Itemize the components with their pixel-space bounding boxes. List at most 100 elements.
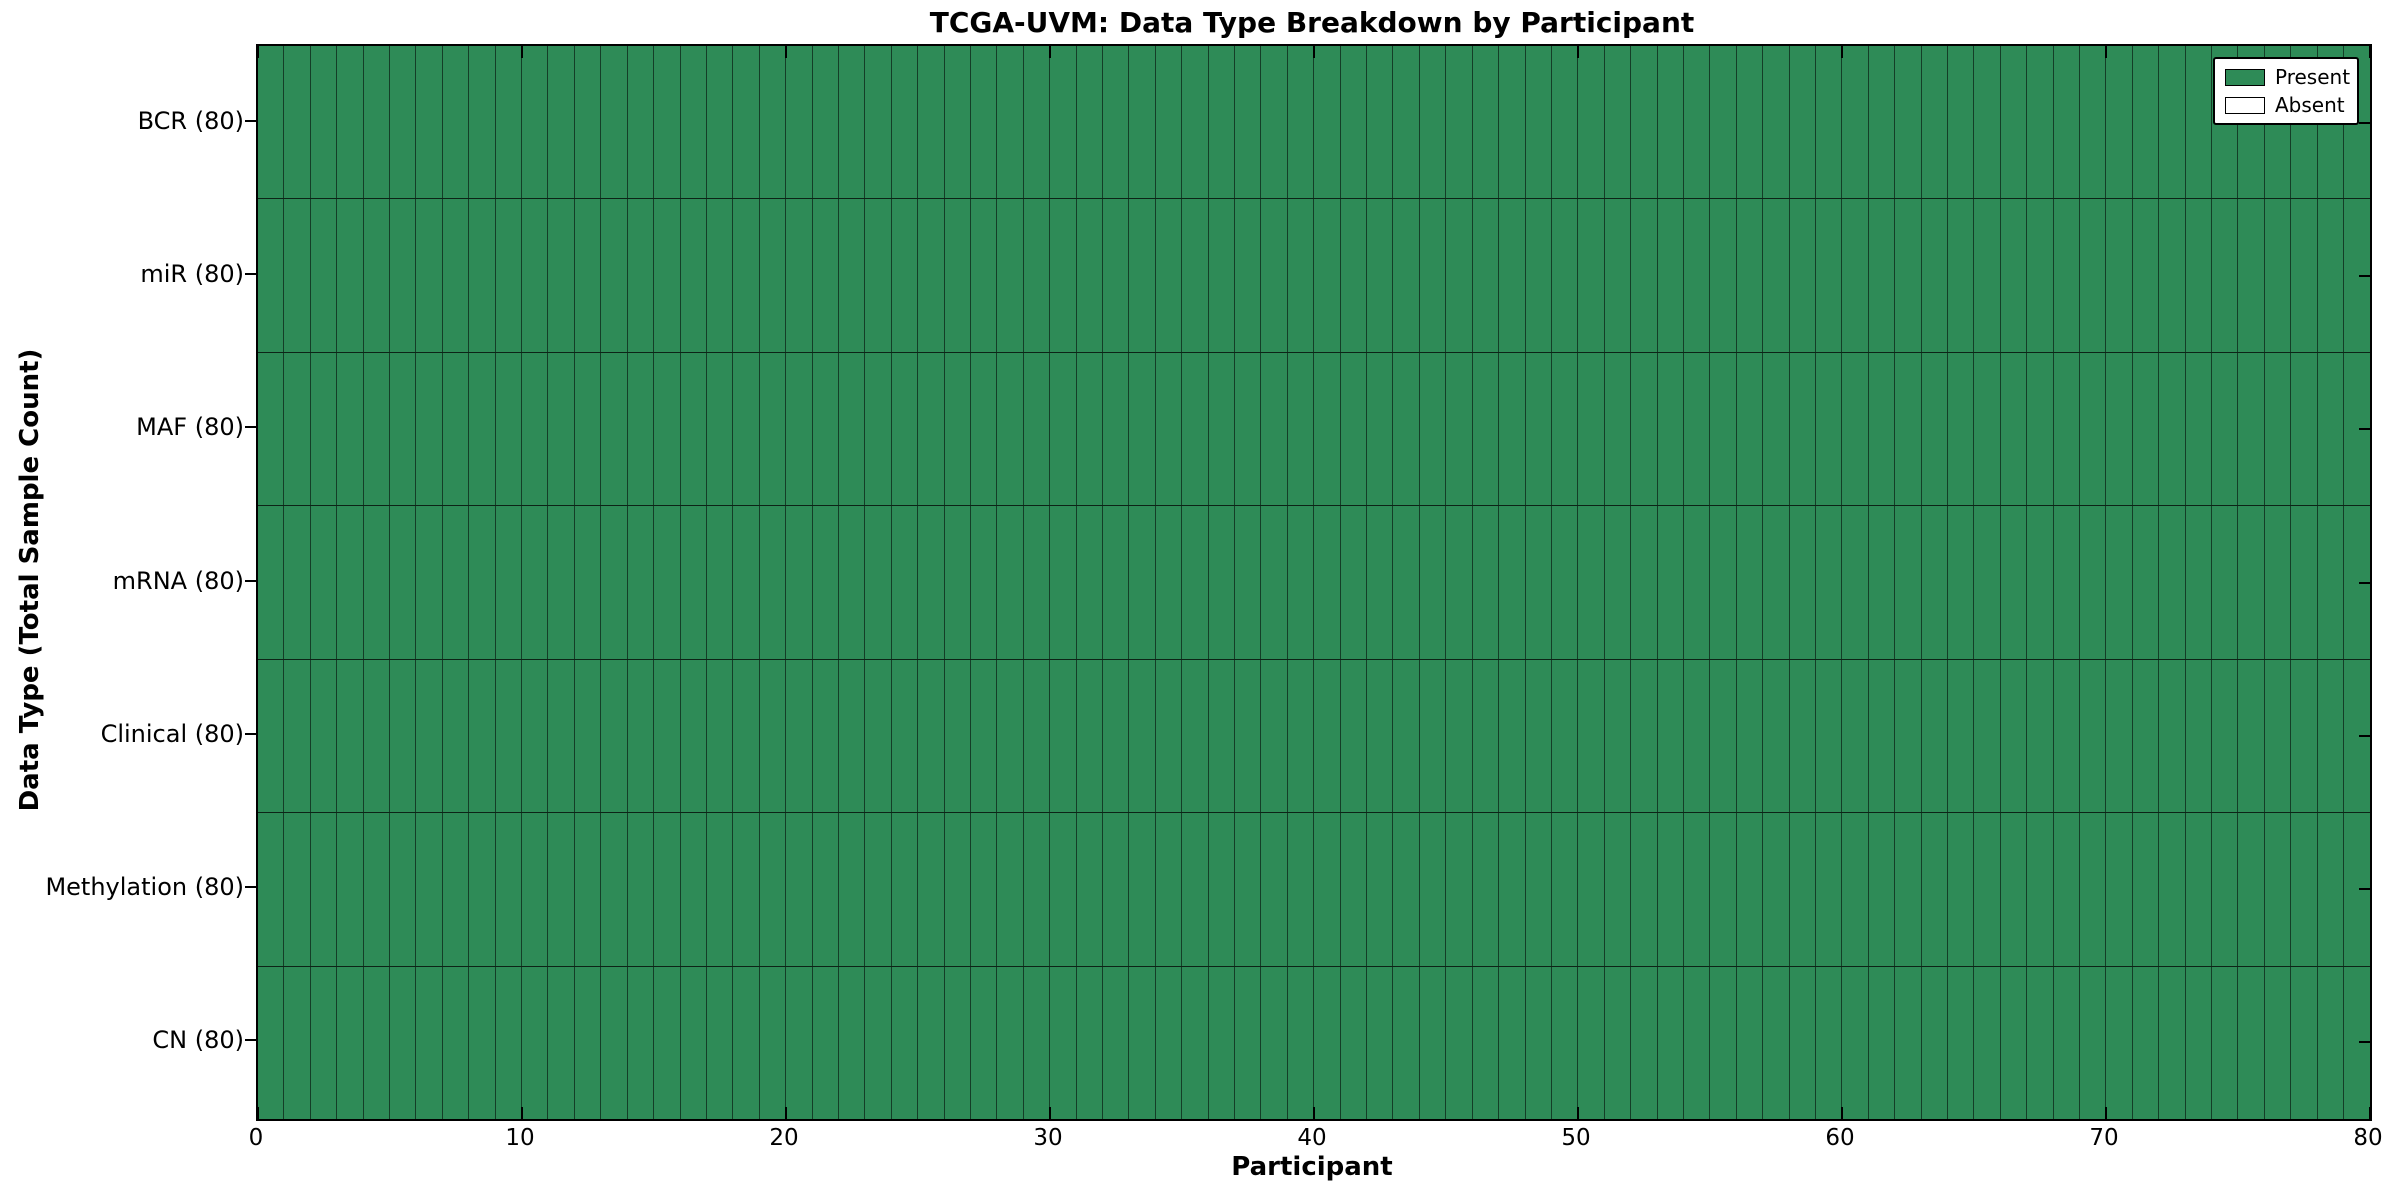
heatmap-cell bbox=[2291, 966, 2318, 1119]
heatmap-cell bbox=[1155, 506, 1183, 659]
heatmap-cell bbox=[1604, 506, 1632, 659]
heatmap-cell bbox=[2000, 199, 2028, 352]
heatmap-cell bbox=[1182, 659, 1209, 813]
heatmap-cell bbox=[1868, 813, 1896, 966]
heatmap-cell bbox=[1683, 46, 1711, 199]
heatmap-cell bbox=[1763, 199, 1790, 352]
heatmap-cell bbox=[1683, 199, 1711, 352]
heatmap-cell bbox=[1261, 199, 1288, 352]
heatmap-row bbox=[258, 813, 2370, 967]
heatmap-cell bbox=[1974, 659, 2001, 813]
heatmap-cell bbox=[1155, 659, 1183, 813]
x-tick-mark bbox=[785, 46, 787, 58]
heatmap-cell bbox=[442, 659, 470, 813]
heatmap-cell bbox=[390, 813, 417, 966]
heatmap-cell bbox=[284, 199, 311, 352]
heatmap-cell bbox=[1657, 966, 1684, 1119]
heatmap-cell bbox=[891, 659, 919, 813]
heatmap-cell bbox=[1182, 199, 1209, 352]
heatmap-cell bbox=[1525, 506, 1552, 659]
heatmap-cell bbox=[2132, 659, 2160, 813]
heatmap-cell bbox=[1103, 199, 1130, 352]
heatmap-cell bbox=[2080, 659, 2107, 813]
heatmap-cell bbox=[495, 813, 523, 966]
heatmap-cell bbox=[970, 813, 998, 966]
heatmap-cell bbox=[2132, 46, 2160, 199]
heatmap-cell bbox=[574, 659, 602, 813]
heatmap-cell bbox=[2291, 199, 2318, 352]
heatmap-cell bbox=[786, 813, 813, 966]
heatmap-cell bbox=[865, 966, 892, 1119]
x-tick-label: 70 bbox=[2089, 1125, 2119, 1151]
heatmap-cell bbox=[891, 966, 919, 1119]
heatmap-cell bbox=[2317, 659, 2345, 813]
y-tick-mark bbox=[2359, 1041, 2370, 1044]
heatmap-cell bbox=[1103, 966, 1130, 1119]
heatmap-cell bbox=[2291, 506, 2318, 659]
heatmap-cell bbox=[442, 506, 470, 659]
heatmap-row bbox=[258, 199, 2370, 353]
heatmap-cell bbox=[918, 506, 945, 659]
heatmap-cell bbox=[2106, 46, 2133, 199]
heatmap-cell bbox=[2027, 966, 2054, 1119]
heatmap-cell bbox=[1657, 199, 1684, 352]
heatmap-cell bbox=[1287, 352, 1315, 506]
heatmap-cell bbox=[601, 813, 628, 966]
heatmap-cell bbox=[1446, 46, 1473, 199]
heatmap-cell bbox=[1314, 966, 1341, 1119]
heatmap-cell bbox=[2212, 352, 2239, 506]
heatmap-cell bbox=[759, 659, 787, 813]
heatmap-cell bbox=[1525, 813, 1552, 966]
heatmap-cell bbox=[1155, 966, 1183, 1119]
heatmap-cell bbox=[1129, 352, 1156, 506]
heatmap-cell bbox=[1235, 966, 1262, 1119]
heatmap-cell bbox=[1182, 352, 1209, 506]
heatmap-cell bbox=[1261, 966, 1288, 1119]
heatmap-cell bbox=[416, 46, 443, 199]
heatmap-cell bbox=[495, 659, 523, 813]
heatmap-cell bbox=[2053, 199, 2081, 352]
x-tick-label: 40 bbox=[1297, 1125, 1327, 1151]
heatmap-cell bbox=[891, 506, 919, 659]
heatmap-cell bbox=[1235, 352, 1262, 506]
heatmap-cell bbox=[1155, 813, 1183, 966]
heatmap-cell bbox=[416, 352, 443, 506]
heatmap-cell bbox=[1631, 659, 1658, 813]
heatmap-cell bbox=[1736, 506, 1764, 659]
heatmap-cell bbox=[1921, 659, 1948, 813]
heatmap-cell bbox=[601, 659, 628, 813]
heatmap-cell bbox=[2106, 352, 2133, 506]
heatmap-cell bbox=[1472, 199, 1500, 352]
heatmap-cell bbox=[2080, 506, 2107, 659]
heatmap-cell bbox=[733, 659, 760, 813]
heatmap-cell bbox=[680, 813, 707, 966]
heatmap-cell bbox=[1683, 813, 1711, 966]
heatmap-cell bbox=[2000, 966, 2028, 1119]
heatmap-cell bbox=[706, 966, 734, 1119]
heatmap-cell bbox=[1393, 506, 1420, 659]
heatmap-cell bbox=[2291, 813, 2318, 966]
x-axis-label: Participant bbox=[1231, 1152, 1393, 1182]
x-tick-mark bbox=[785, 1107, 787, 1119]
heatmap-cell bbox=[1842, 659, 1869, 813]
heatmap-cell bbox=[1393, 199, 1420, 352]
heatmap-cell bbox=[495, 966, 523, 1119]
heatmap-cell bbox=[469, 659, 496, 813]
heatmap-cell bbox=[1076, 659, 1103, 813]
heatmap-cell bbox=[654, 813, 681, 966]
heatmap-cell bbox=[918, 352, 945, 506]
heatmap-cell bbox=[997, 199, 1024, 352]
heatmap-cell bbox=[733, 352, 760, 506]
heatmap-cell bbox=[627, 199, 655, 352]
heatmap-cell bbox=[1974, 199, 2001, 352]
heatmap-cell bbox=[548, 506, 575, 659]
heatmap-cell bbox=[1023, 352, 1051, 506]
heatmap-cell bbox=[284, 46, 311, 199]
heatmap-cell bbox=[1921, 813, 1948, 966]
heatmap-cell bbox=[601, 199, 628, 352]
heatmap-cell bbox=[1895, 46, 1922, 199]
heatmap-cell bbox=[812, 352, 839, 506]
heatmap-cell bbox=[416, 659, 443, 813]
legend: Present Absent bbox=[2213, 57, 2359, 125]
heatmap-cell bbox=[706, 46, 734, 199]
